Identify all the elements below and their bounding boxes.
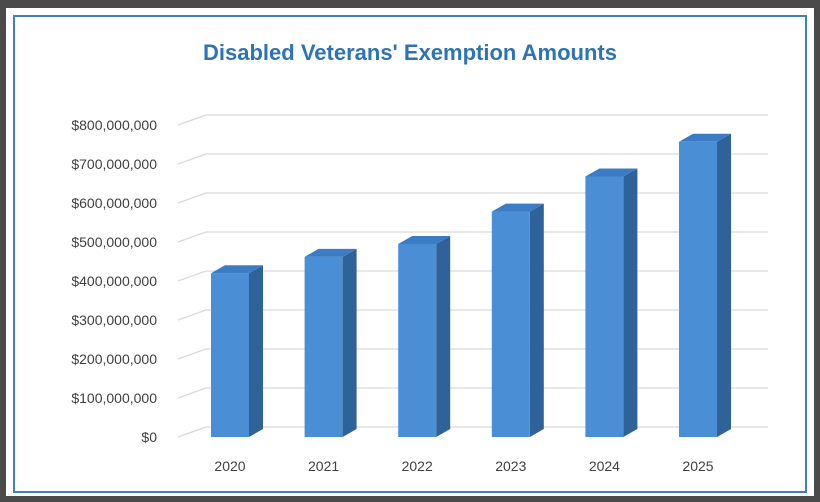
bar-2022: [398, 235, 451, 437]
x-tick-label: 2024: [589, 458, 620, 474]
x-tick-label: 2023: [495, 458, 526, 474]
bar-top: [211, 265, 263, 274]
bar-2024: [585, 168, 638, 438]
bar-side: [717, 133, 731, 437]
gridline-diag: [177, 192, 207, 204]
x-tick-label: 2020: [214, 458, 245, 474]
bar-top: [585, 168, 638, 177]
y-tick-label: $100,000,000: [71, 390, 157, 406]
y-tick-label: $0: [141, 429, 157, 445]
bar-2020: [211, 265, 263, 437]
bar-side: [623, 168, 638, 438]
bars: [211, 133, 731, 438]
y-tick-label: $700,000,000: [71, 156, 157, 172]
gridline-diag: [177, 270, 207, 282]
bar-side: [529, 203, 544, 437]
bar-side: [436, 235, 451, 437]
bar-2021: [304, 248, 357, 437]
y-tick-label: $800,000,000: [71, 117, 157, 133]
gridline-diag: [177, 114, 207, 126]
bar-top: [304, 248, 357, 257]
y-tick-label: $500,000,000: [71, 234, 157, 250]
y-tick-label: $200,000,000: [71, 351, 157, 367]
gridline-diag: [177, 348, 207, 360]
bar-top: [398, 235, 451, 244]
gridline-diag: [177, 309, 207, 321]
bar-front: [585, 176, 624, 438]
gridline-diag: [177, 153, 207, 165]
chart-title: Disabled Veterans' Exemption Amounts: [203, 40, 617, 65]
gridline-diag: [177, 231, 207, 243]
x-tick-label: 2021: [308, 458, 339, 474]
bar-top: [679, 133, 731, 142]
bar-2023: [491, 203, 544, 437]
bar-top: [491, 203, 544, 212]
gridline-diag: [177, 387, 207, 399]
bar-side: [342, 248, 357, 437]
x-tick-label: 2025: [682, 458, 713, 474]
gridline-diag: [177, 426, 207, 438]
bar-side: [249, 265, 263, 437]
bar-front: [304, 256, 343, 437]
y-tick-label: $400,000,000: [71, 273, 157, 289]
bar-front: [398, 243, 437, 437]
x-axis-ticks: 2020 2021 2022 2023 2024 2025: [214, 458, 713, 474]
bar-front: [211, 273, 249, 437]
bar-front: [491, 211, 530, 437]
x-tick-label: 2022: [402, 458, 433, 474]
gridlines: [177, 114, 768, 438]
bar-2025: [679, 133, 731, 437]
y-tick-label: $300,000,000: [71, 312, 157, 328]
y-axis-ticks: $0 $100,000,000 $200,000,000 $300,000,000 $4…: [71, 117, 157, 445]
bar-front: [679, 141, 717, 437]
y-tick-label: $600,000,000: [71, 195, 157, 211]
